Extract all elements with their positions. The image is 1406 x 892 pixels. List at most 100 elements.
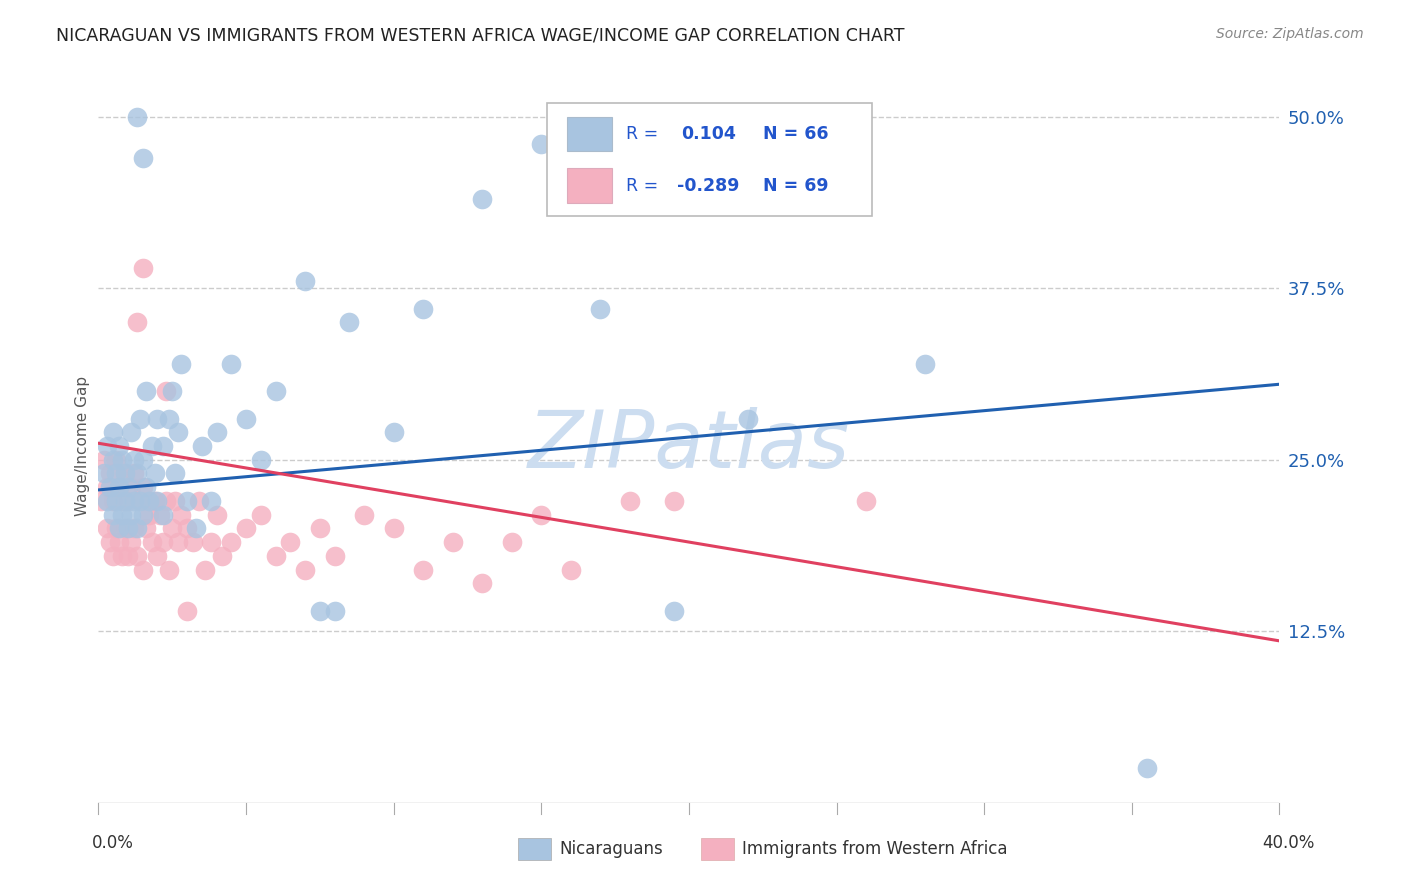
- Point: [382, 425, 405, 440]
- Point: [117, 480, 139, 494]
- Point: [250, 508, 273, 522]
- Point: [111, 452, 134, 467]
- Point: [93, 452, 115, 467]
- Point: [191, 439, 214, 453]
- Point: [221, 535, 243, 549]
- Point: [294, 274, 316, 288]
- Point: [149, 508, 172, 522]
- Point: [120, 480, 142, 494]
- Point: [128, 411, 150, 425]
- Point: [98, 535, 121, 549]
- Point: [96, 521, 118, 535]
- Point: [108, 535, 131, 549]
- Point: [184, 521, 207, 535]
- Point: [264, 549, 287, 563]
- Point: [103, 508, 125, 522]
- Point: [138, 494, 160, 508]
- Point: [382, 521, 405, 535]
- Point: [96, 494, 118, 508]
- Point: [125, 316, 148, 330]
- Point: [114, 467, 136, 481]
- Point: [108, 480, 131, 494]
- Text: Nicaraguans: Nicaraguans: [560, 840, 662, 858]
- Point: [90, 494, 112, 508]
- Point: [152, 439, 174, 453]
- Bar: [567, 117, 612, 152]
- Point: [146, 494, 169, 508]
- Point: [120, 425, 142, 440]
- Point: [141, 535, 163, 549]
- Point: [471, 576, 494, 591]
- Point: [194, 562, 217, 576]
- Point: [103, 494, 125, 508]
- Text: R =: R =: [626, 177, 664, 194]
- Point: [105, 467, 128, 481]
- Point: [125, 110, 148, 124]
- Point: [155, 494, 177, 508]
- Point: [560, 562, 582, 576]
- Point: [117, 521, 139, 535]
- Text: R =: R =: [626, 125, 664, 143]
- Point: [141, 439, 163, 453]
- Point: [108, 521, 131, 535]
- Point: [117, 549, 139, 563]
- Bar: [567, 169, 612, 202]
- Text: 40.0%: 40.0%: [1263, 834, 1315, 852]
- Point: [132, 508, 155, 522]
- Point: [205, 425, 228, 440]
- Text: 0.0%: 0.0%: [91, 834, 134, 852]
- Bar: [700, 838, 734, 860]
- Point: [125, 467, 148, 481]
- Point: [114, 467, 136, 481]
- Point: [412, 301, 434, 316]
- Point: [530, 508, 553, 522]
- Point: [138, 508, 160, 522]
- Text: N = 69: N = 69: [763, 177, 830, 194]
- Point: [309, 521, 332, 535]
- Point: [146, 411, 169, 425]
- Point: [187, 494, 209, 508]
- Point: [143, 467, 166, 481]
- Y-axis label: Wage/Income Gap: Wage/Income Gap: [75, 376, 90, 516]
- Point: [235, 521, 257, 535]
- Text: Immigrants from Western Africa: Immigrants from Western Africa: [742, 840, 1008, 858]
- Text: Source: ZipAtlas.com: Source: ZipAtlas.com: [1216, 27, 1364, 41]
- Point: [162, 521, 183, 535]
- Point: [162, 384, 183, 398]
- Point: [120, 508, 142, 522]
- FancyBboxPatch shape: [547, 103, 872, 216]
- Point: [103, 452, 125, 467]
- Point: [167, 535, 190, 549]
- Point: [135, 384, 157, 398]
- Point: [111, 508, 134, 522]
- Point: [128, 494, 150, 508]
- Point: [132, 151, 155, 165]
- Point: [353, 508, 375, 522]
- Point: [165, 467, 187, 481]
- Point: [181, 535, 204, 549]
- Point: [135, 521, 157, 535]
- Point: [108, 439, 131, 453]
- Point: [105, 494, 128, 508]
- Point: [221, 357, 243, 371]
- Point: [294, 562, 316, 576]
- Point: [108, 480, 131, 494]
- Point: [309, 604, 332, 618]
- Point: [152, 535, 174, 549]
- Point: [93, 467, 115, 481]
- Point: [143, 494, 166, 508]
- Point: [105, 521, 128, 535]
- Text: -0.289: -0.289: [678, 177, 740, 194]
- Point: [103, 425, 125, 440]
- Text: NICARAGUAN VS IMMIGRANTS FROM WESTERN AFRICA WAGE/INCOME GAP CORRELATION CHART: NICARAGUAN VS IMMIGRANTS FROM WESTERN AF…: [56, 27, 904, 45]
- Point: [111, 494, 134, 508]
- Point: [235, 411, 257, 425]
- Point: [122, 467, 145, 481]
- Point: [200, 494, 222, 508]
- Text: 0.104: 0.104: [681, 125, 735, 143]
- Point: [157, 562, 180, 576]
- Point: [96, 439, 118, 453]
- Point: [176, 494, 198, 508]
- Point: [114, 494, 136, 508]
- Point: [155, 384, 177, 398]
